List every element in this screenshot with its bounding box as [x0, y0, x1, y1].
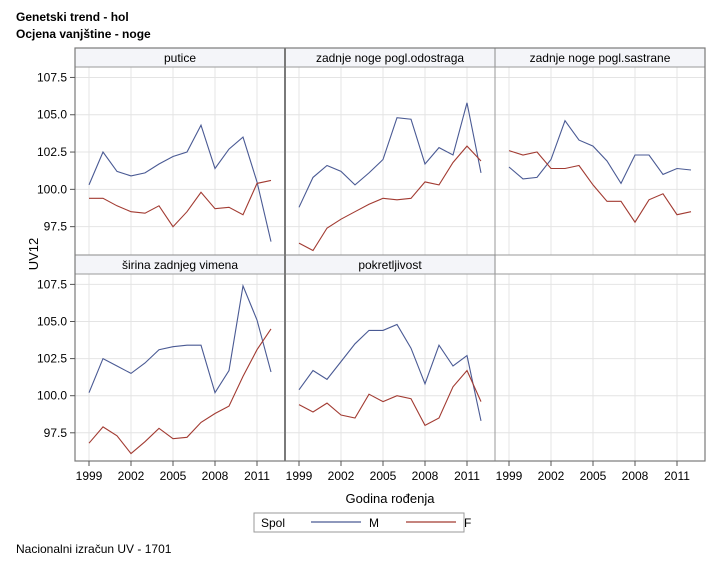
series-line-F: [298, 369, 482, 427]
series-line-M: [88, 283, 272, 395]
legend-title: Spol: [261, 516, 285, 530]
series-line-F: [88, 328, 272, 455]
series-line-F: [89, 179, 272, 228]
x-tick-label: 1999: [76, 469, 103, 483]
panel-title: pokretljivost: [358, 258, 422, 272]
x-tick-label: 2002: [538, 469, 565, 483]
series-line-M: [88, 123, 272, 242]
x-tick-label: 2011: [454, 469, 480, 483]
legend-label-F: F: [464, 516, 471, 530]
y-tick-label: 97.5: [44, 426, 68, 440]
panel-title: zadnje noge pogl.odostraga: [316, 51, 464, 65]
y-tick-label: 105.0: [37, 108, 67, 122]
chart-subtitle: Ocjena vanjštine - noge: [16, 27, 151, 41]
series-line-M: [298, 102, 482, 208]
series-line-M: [508, 119, 692, 185]
x-axis-label: Godina rođenja: [346, 491, 436, 506]
panel-title: zadnje noge pogl.sastrane: [530, 51, 671, 65]
y-tick-label: 105.0: [37, 314, 67, 328]
x-tick-label: 2002: [328, 469, 355, 483]
y-tick-label: 97.5: [44, 220, 68, 234]
panel-title: širina zadnjeg vimena: [122, 258, 238, 272]
y-tick-label: 102.5: [37, 145, 67, 159]
series-line-F: [508, 150, 692, 224]
x-tick-label: 1999: [496, 469, 523, 483]
x-tick-label: 2008: [622, 469, 649, 483]
series-line-F: [298, 145, 482, 252]
x-tick-label: 2008: [202, 469, 229, 483]
y-tick-label: 100.0: [37, 182, 67, 196]
legend-label-M: M: [369, 516, 379, 530]
x-tick-label: 2005: [370, 469, 397, 483]
y-tick-label: 107.5: [37, 70, 67, 84]
x-tick-label: 2002: [118, 469, 145, 483]
x-tick-label: 2011: [244, 469, 270, 483]
y-tick-label: 100.0: [37, 389, 67, 403]
series-line-M: [298, 323, 482, 422]
y-tick-label: 102.5: [37, 352, 67, 366]
y-axis-label: UV12: [26, 238, 41, 271]
x-tick-label: 1999: [286, 469, 313, 483]
x-tick-label: 2008: [412, 469, 439, 483]
x-tick-label: 2005: [580, 469, 607, 483]
x-tick-label: 2005: [160, 469, 187, 483]
panel-title: putice: [164, 51, 196, 65]
outer-frame: [74, 47, 706, 462]
chart-title: Genetski trend - hol: [16, 10, 129, 24]
y-tick-label: 107.5: [37, 277, 67, 291]
x-tick-label: 2011: [664, 469, 690, 483]
footnote: Nacionalni izračun UV - 1701: [16, 542, 172, 556]
